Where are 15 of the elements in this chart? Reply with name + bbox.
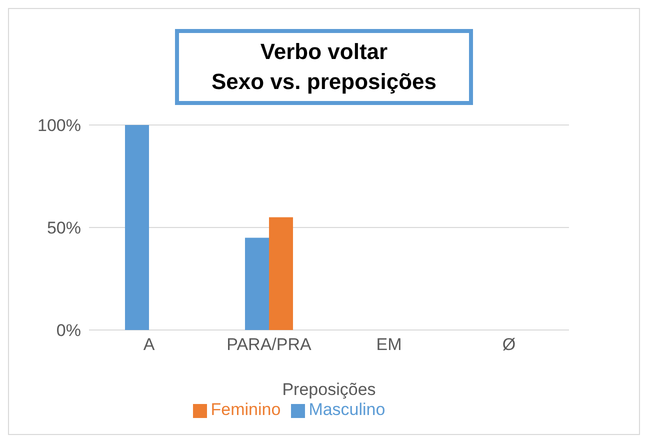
x-tick-label: EM <box>376 335 402 354</box>
chart-title: Verbo voltar <box>259 38 389 66</box>
x-tick-label: A <box>143 335 156 354</box>
bar <box>269 217 293 330</box>
x-axis-title: Preposições <box>282 380 376 399</box>
y-tick-label: 0% <box>56 321 81 340</box>
bar <box>125 125 149 330</box>
x-tick-label: Ø <box>502 335 516 354</box>
legend-label: Masculino <box>308 400 386 419</box>
bar <box>245 238 269 330</box>
chart-subtitle: Sexo vs. preposições <box>210 68 438 96</box>
legend-label: Feminino <box>210 400 281 419</box>
y-tick-label: 100% <box>38 116 81 136</box>
y-tick-label: 50% <box>46 218 81 238</box>
x-tick-label: PARA/PRA <box>226 335 312 354</box>
